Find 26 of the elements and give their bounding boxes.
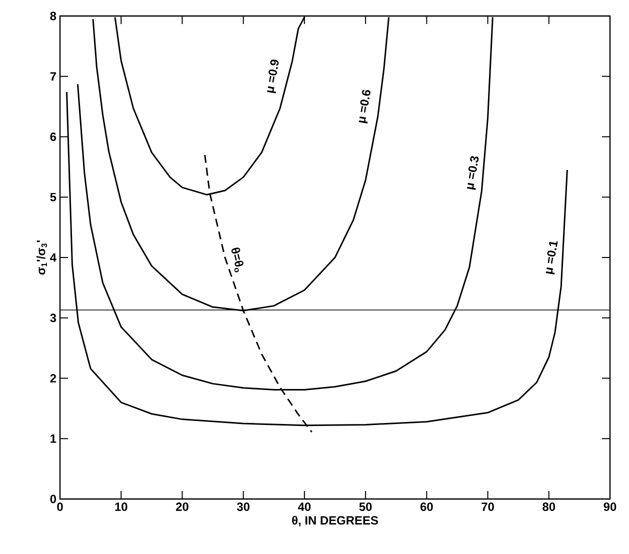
y-tick-label: 0 xyxy=(50,494,56,504)
x-tick-label: 80 xyxy=(542,502,556,511)
y-tick-label: 4 xyxy=(50,253,56,262)
x-tick-label: 50 xyxy=(359,502,372,511)
x-tick-label: 70 xyxy=(482,502,494,511)
annotation: μ =0.3 xyxy=(466,156,479,190)
annotation: μ =0.6 xyxy=(358,90,370,124)
annotation: θ=θ$_{o}$ xyxy=(231,248,244,272)
annotation: μ =0.1 xyxy=(546,241,558,274)
x-tick-label: 30 xyxy=(236,502,250,512)
y-tick-label: 5 xyxy=(50,192,56,202)
x-tick-label: 60 xyxy=(420,502,433,511)
y-tick-label: 8 xyxy=(50,12,56,20)
annotation: μ =0.9 xyxy=(267,60,279,94)
x-tick-label: 20 xyxy=(176,502,188,511)
x-axis-title: θ, IN DEGREES xyxy=(292,516,378,526)
y-tick-label: 1 xyxy=(50,434,56,443)
y-tick-label: 2 xyxy=(50,374,56,382)
y-tick-label: 6 xyxy=(50,132,56,141)
x-tick-label: 0 xyxy=(57,502,63,511)
x-tick-label: 40 xyxy=(298,502,311,511)
y-tick-label: 3 xyxy=(50,314,56,322)
x-tick-label: 10 xyxy=(115,502,128,511)
y-tick-label: 7 xyxy=(50,72,56,80)
y-axis-title: σ$_{1}$'/σ$_{3}$' xyxy=(36,240,47,275)
x-tick-label: 90 xyxy=(604,502,616,511)
